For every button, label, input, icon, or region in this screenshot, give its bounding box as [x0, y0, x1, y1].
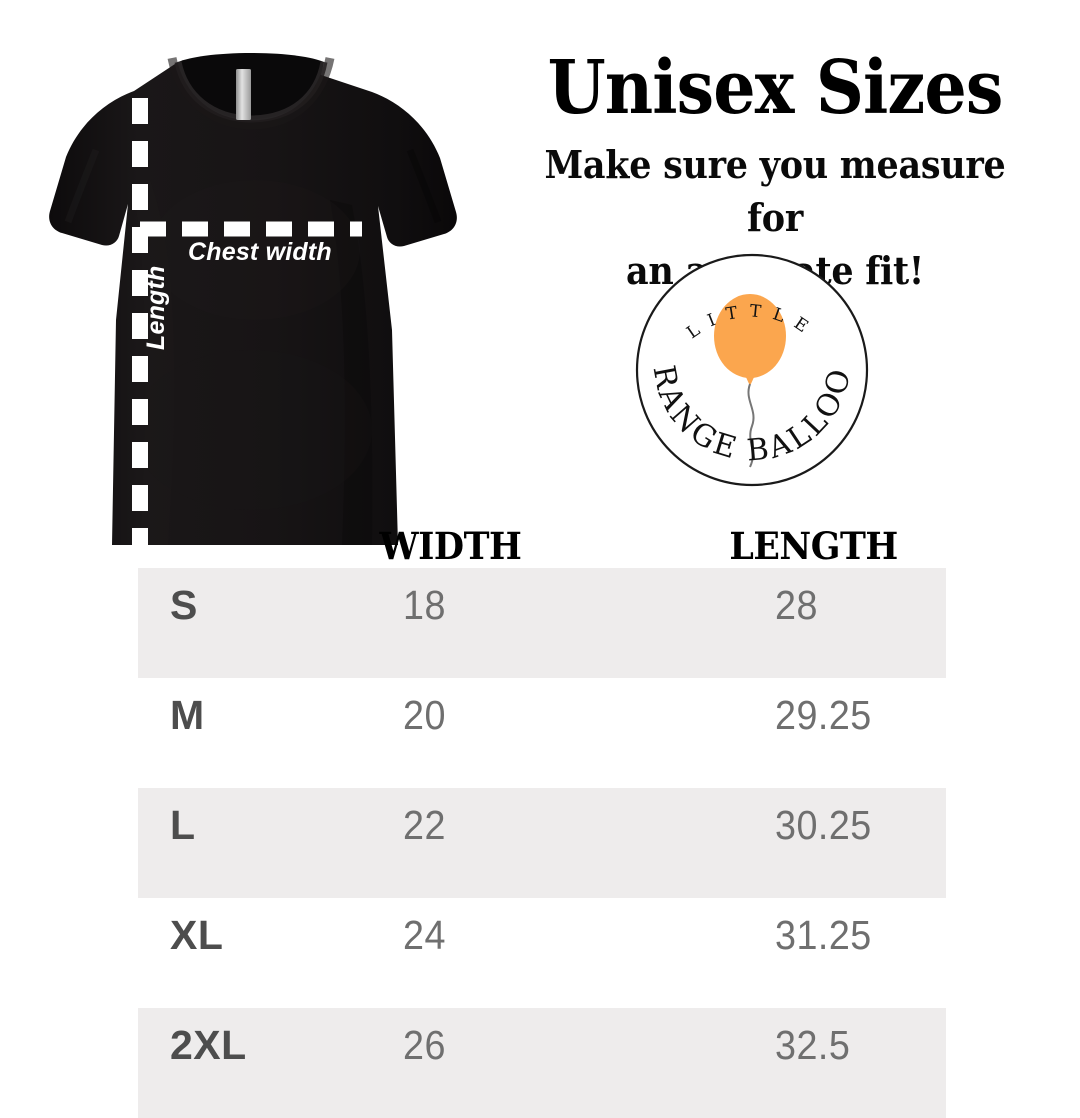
cell-width: 22	[403, 802, 446, 848]
measurement-guides	[132, 98, 362, 545]
cell-width: 24	[403, 912, 446, 958]
column-header-length: LENGTH	[729, 524, 898, 568]
cell-length: 28	[775, 582, 818, 628]
table-row: M 20 29.25	[138, 678, 946, 788]
brand-logo: LITTLE ORANGE BALLOON	[617, 223, 872, 495]
cell-length: 31.25	[775, 912, 872, 958]
tshirt-illustration	[49, 53, 457, 545]
cell-width: 26	[403, 1022, 446, 1068]
size-chart-table: S 18 28 M 20 29.25 L 22 30.25 XL 24 31.2…	[138, 568, 946, 1118]
cell-width: 20	[403, 692, 446, 738]
cell-size: L	[170, 802, 196, 848]
table-row: S 18 28	[138, 568, 946, 678]
shirt-body	[49, 53, 457, 545]
length-label: Length	[142, 265, 170, 350]
cell-width: 18	[403, 582, 446, 628]
cell-length: 30.25	[775, 802, 872, 848]
balloon-icon	[714, 294, 786, 468]
column-header-width: WIDTH	[379, 524, 522, 568]
cell-length: 32.5	[775, 1022, 851, 1068]
cell-size: 2XL	[170, 1022, 247, 1068]
cell-size: XL	[170, 912, 224, 958]
page-title: Unisex Sizes	[547, 45, 1004, 131]
chest-width-label: Chest width	[188, 238, 332, 266]
neck-tag	[236, 69, 251, 120]
table-row: L 22 30.25	[138, 788, 946, 898]
cell-size: M	[170, 692, 205, 738]
cell-size: S	[170, 582, 198, 628]
subtitle-line-1: Make sure you measure for	[544, 142, 1006, 240]
table-row: 2XL 26 32.5	[138, 1008, 946, 1118]
cell-length: 29.25	[775, 692, 872, 738]
table-row: XL 24 31.25	[138, 898, 946, 1008]
tshirt-measurement-diagram: Chest width Length	[0, 0, 470, 545]
logo-svg: LITTLE ORANGE BALLOON	[617, 223, 869, 487]
